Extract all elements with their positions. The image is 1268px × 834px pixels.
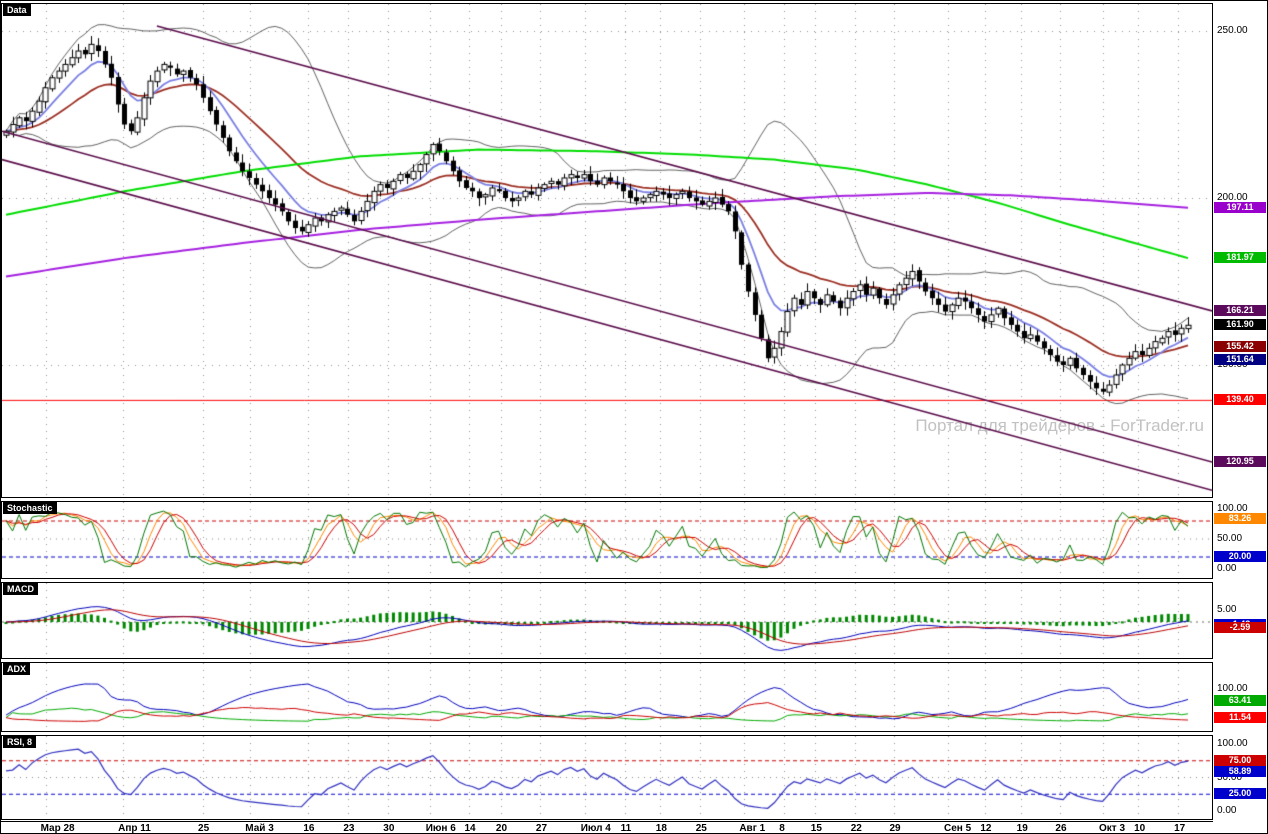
x-axis-label: Июл 4 (580, 823, 611, 834)
price-label: 100.00 (1217, 738, 1248, 749)
panel-title-data: Data (3, 4, 31, 16)
time-axis: Мар 28 Апр 11 25 Май 3 16 23 30 Июн 6 14 20 27 Июл … (1, 821, 1213, 834)
price-badge: 139.40 (1214, 394, 1266, 406)
adx-canvas[interactable] (2, 663, 1212, 731)
x-axis-label: Апр 11 (118, 823, 151, 834)
price-badge: 11.54 (1214, 712, 1266, 723)
price-badge: -2.59 (1214, 622, 1266, 634)
price-badge: 161.90 (1214, 319, 1266, 331)
x-axis-label: 16 (303, 823, 315, 834)
x-axis-label: 15 (810, 823, 822, 834)
x-axis-label: 22 (850, 823, 862, 834)
x-axis-label: 17 (1174, 823, 1186, 834)
price-label: 50.00 (1217, 533, 1243, 544)
x-axis-label: 27 (535, 823, 548, 834)
x-axis-label: 19 (1016, 823, 1028, 834)
x-axis-label: 23 (343, 823, 355, 834)
price-label: 200.00 (1217, 192, 1248, 203)
panel-title-stochastic: Stochastic (3, 502, 57, 514)
stochastic-canvas[interactable] (2, 502, 1212, 578)
x-axis-label: 30 (383, 823, 395, 834)
panel-title-rsi: RSI, 8 (3, 736, 37, 748)
price-badge: 58.89 (1214, 765, 1266, 777)
price-badge: 181.97 (1214, 252, 1266, 264)
price-badge: 20.00 (1214, 551, 1266, 562)
x-axis-label: 12 (980, 823, 992, 834)
price-axis: 250.00200.00150.00197.11181.97166.21161.… (1213, 1, 1267, 833)
x-axis-label: 11 (620, 823, 632, 834)
panel-title-macd: MACD (3, 583, 38, 595)
price-badge: 75.00 (1214, 754, 1266, 766)
price-badge: 83.26 (1214, 513, 1266, 525)
x-axis-label: 14 (464, 823, 476, 834)
panel-title-adx: ADX (3, 663, 31, 675)
price-badge: 120.95 (1214, 456, 1266, 468)
x-axis-label: Авг 1 (739, 823, 766, 834)
price-badge: 166.21 (1214, 304, 1266, 316)
price-label: 100.00 (1217, 503, 1248, 514)
price-badge: 155.42 (1214, 340, 1266, 352)
adx-panel: ADX (1, 662, 1213, 732)
price-label: 0.00 (1217, 805, 1237, 816)
x-axis-label: 18 (655, 823, 667, 834)
x-axis-label: Мар 28 (40, 823, 75, 834)
price-label: 50.00 (1217, 771, 1243, 783)
rsi-canvas[interactable] (2, 736, 1212, 819)
x-axis-label: 25 (198, 823, 210, 834)
rsi-panel: RSI, 8 (1, 735, 1213, 820)
x-axis-label: Сен 5 (944, 823, 972, 834)
x-axis-label: Окт 3 (1099, 823, 1126, 834)
price-chart-canvas[interactable] (2, 4, 1212, 497)
x-axis-label: 26 (1055, 823, 1067, 834)
price-label: 250.00 (1217, 25, 1248, 36)
price-panel: Портал для трейдеров - ForTrader.ru Data (1, 3, 1213, 498)
price-badge: 151.64 (1214, 353, 1266, 365)
x-axis-label: 29 (889, 823, 901, 834)
x-axis-label: 10 (1134, 823, 1146, 834)
x-axis-label: 20 (495, 823, 508, 834)
x-axis-label: 8 (779, 823, 785, 834)
price-badge: 25.00 (1214, 788, 1266, 800)
price-badge: 197.11 (1214, 201, 1266, 213)
macd-canvas[interactable] (2, 583, 1212, 658)
price-badge: 63.41 (1214, 695, 1266, 706)
price-label: 5.00 (1217, 604, 1237, 615)
price-label: 0.00 (1217, 563, 1237, 574)
price-label: 100.00 (1217, 683, 1248, 694)
stochastic-panel: Stochastic (1, 501, 1213, 579)
x-axis-label: Май 3 (245, 823, 274, 834)
x-axis-label: 25 (695, 823, 707, 834)
x-axis-label: Июн 6 (425, 823, 456, 834)
macd-panel: MACD (1, 582, 1213, 659)
